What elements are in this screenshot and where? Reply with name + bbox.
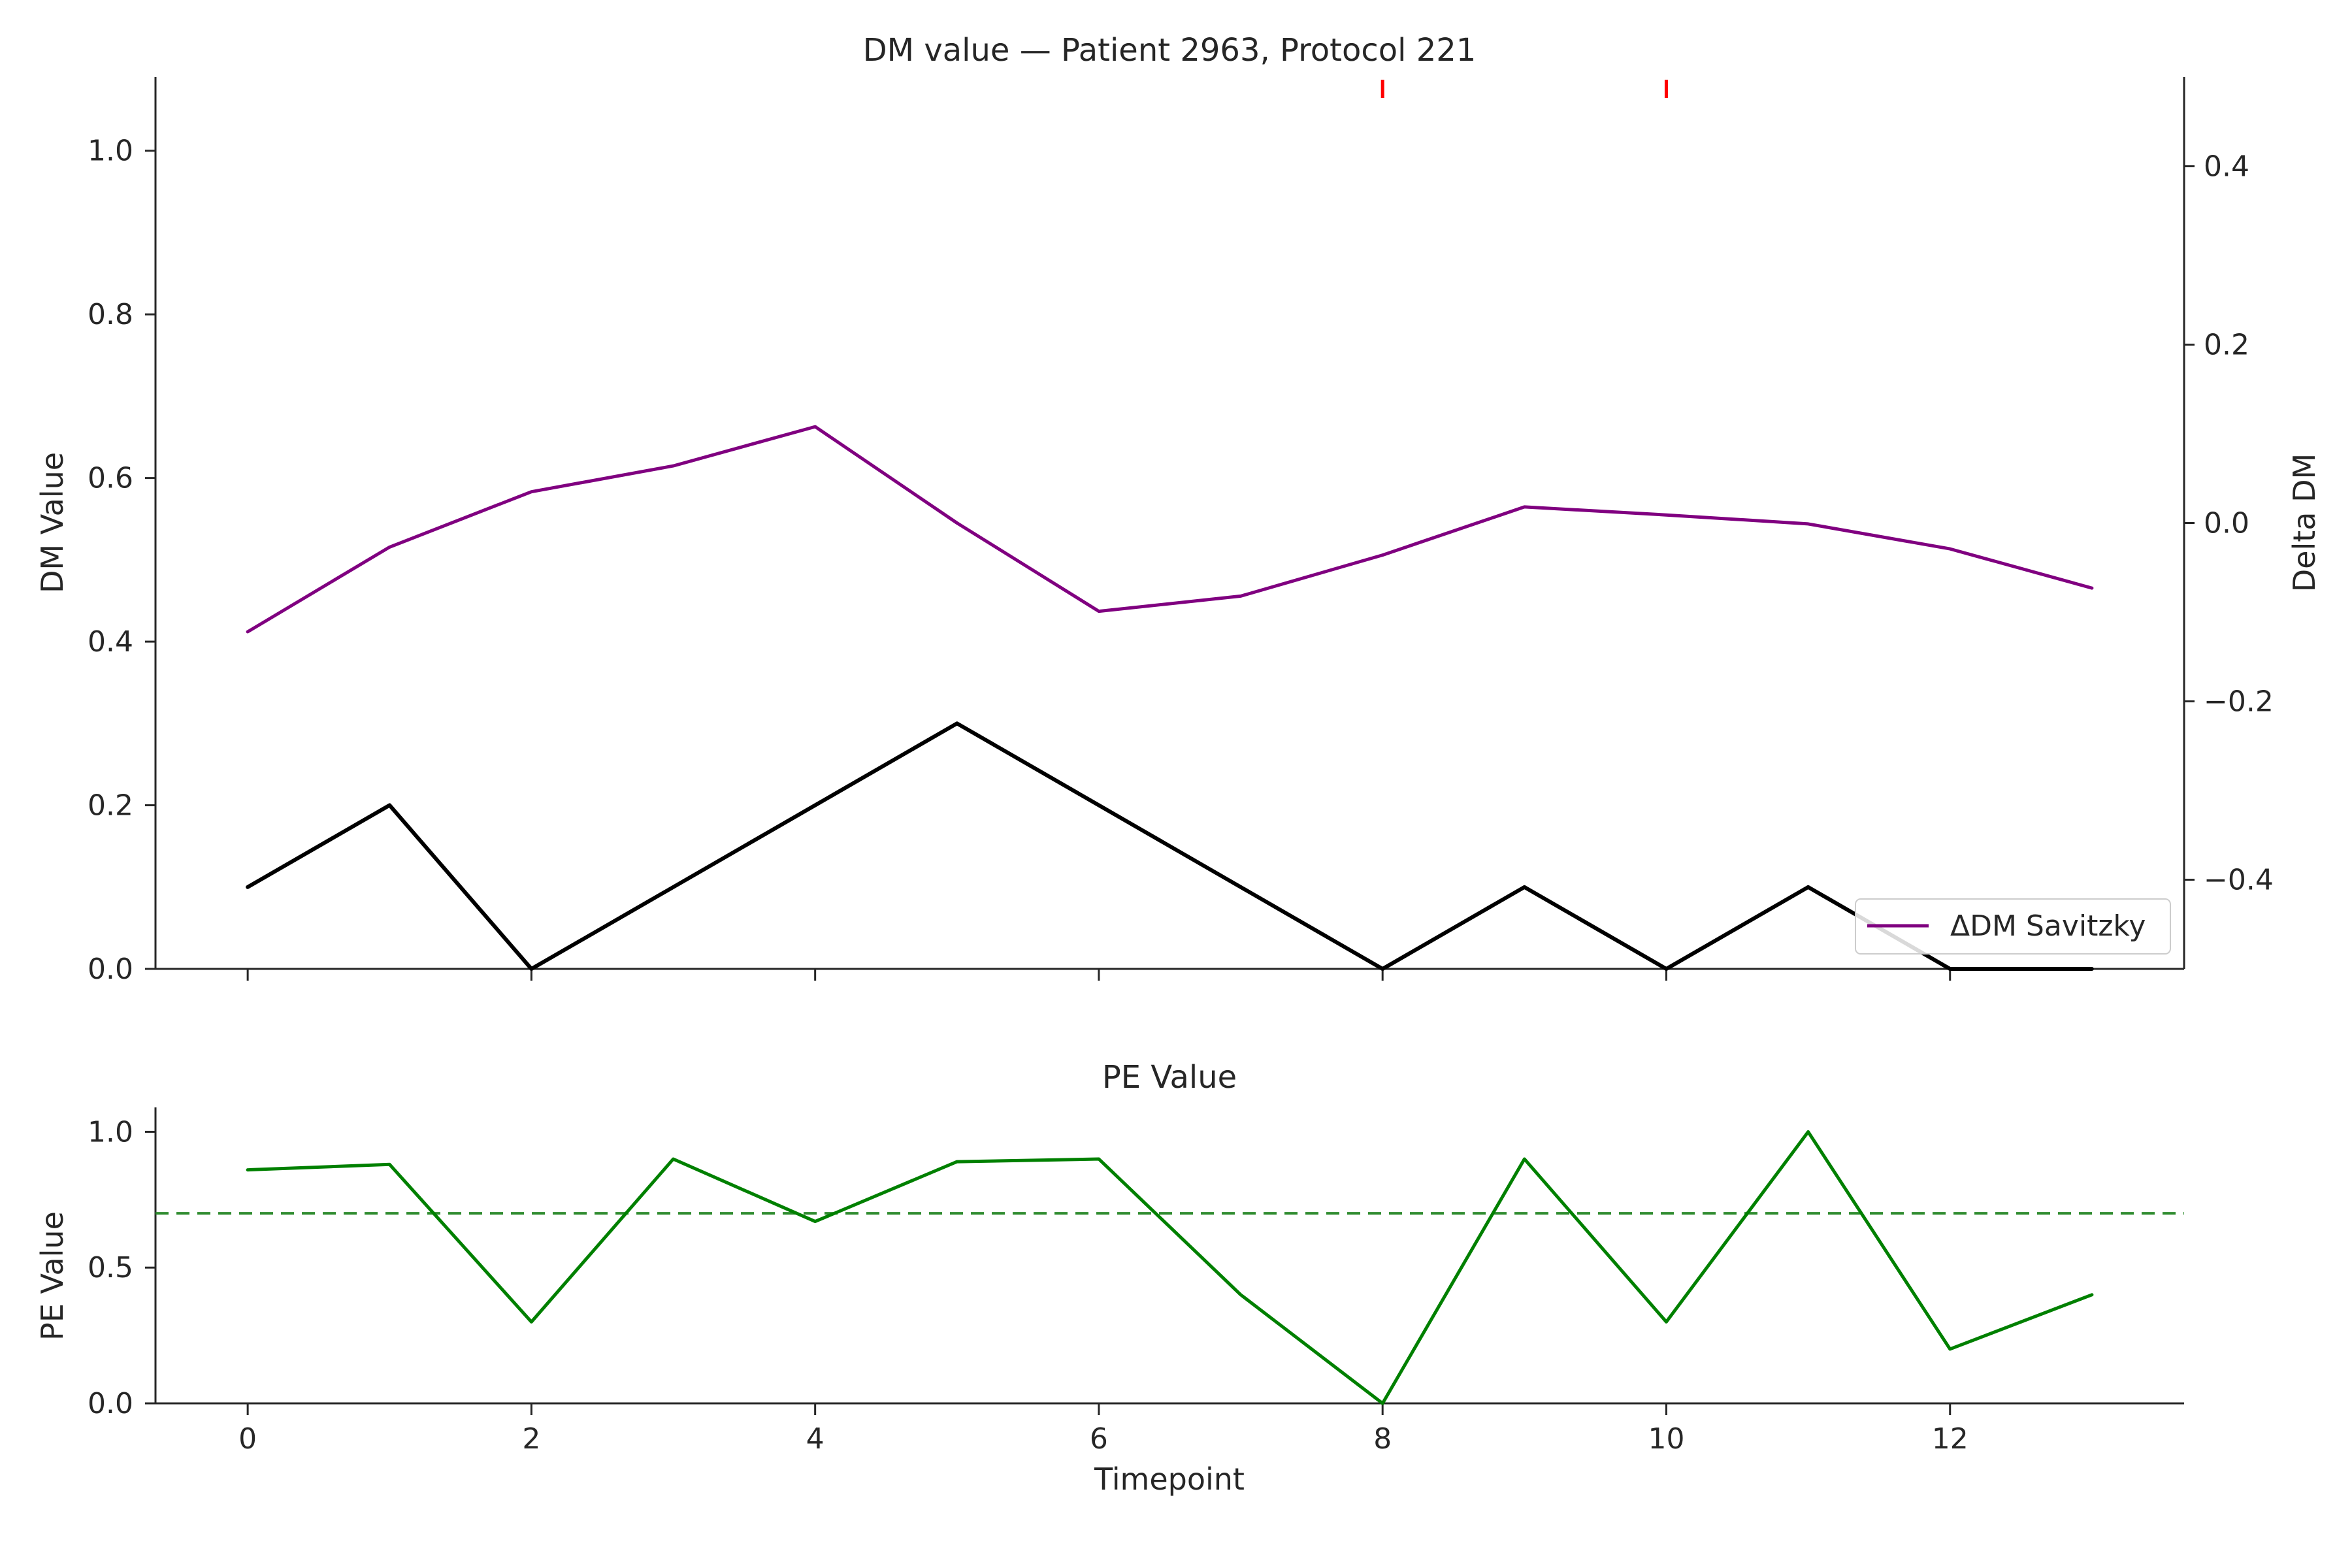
top-y-tick-label: 0.6 bbox=[88, 462, 133, 495]
top-y-axis-label: DM Value bbox=[35, 452, 70, 593]
bottom-y-tick-label: 1.0 bbox=[88, 1115, 133, 1149]
bottom-x-tick-label: 4 bbox=[806, 1422, 825, 1456]
top-y-tick-label: 0.0 bbox=[88, 953, 133, 986]
dm-value-line bbox=[246, 721, 2094, 971]
bottom-x-axis-label: Timepoint bbox=[1094, 1462, 1245, 1497]
bottom-x-tick-label: 2 bbox=[522, 1422, 540, 1456]
top-chart-title: DM value — Patient 2963, Protocol 221 bbox=[863, 32, 1477, 69]
top-y-tick-label: 1.0 bbox=[88, 135, 133, 168]
bottom-series bbox=[155, 1130, 2184, 1405]
bottom-axes: 0.0 0.5 1.0 0 2 4 6 8 10 12 bbox=[88, 1107, 2184, 1456]
bottom-y-axis-label: PE Value bbox=[35, 1211, 70, 1341]
bottom-x-tick-label: 10 bbox=[1648, 1422, 1684, 1456]
bottom-x-tick-label: 12 bbox=[1932, 1422, 1968, 1456]
bottom-y-tick-label: 0.0 bbox=[88, 1387, 133, 1420]
top-y-tick-label: 0.2 bbox=[88, 789, 133, 823]
bottom-x-tick-label: 6 bbox=[1090, 1422, 1108, 1456]
top-series bbox=[246, 80, 2094, 971]
top-axes: 0.0 0.2 0.4 0.6 0.8 1.0 −0.4 −0.2 0.0 0.2 0.4 bbox=[88, 77, 2274, 986]
bottom-x-tick-label: 8 bbox=[1373, 1422, 1392, 1456]
top-y2-tick-label: −0.4 bbox=[2204, 864, 2274, 897]
top-y-tick-label: 0.4 bbox=[88, 625, 133, 659]
top-legend: ΔDM Savitzky bbox=[1855, 898, 2171, 955]
legend-box bbox=[1855, 898, 2171, 955]
legend-label-delta-dm: ΔDM Savitzky bbox=[1950, 909, 2146, 943]
bottom-x-tick-label: 0 bbox=[238, 1422, 257, 1456]
delta-dm-savitzky-line bbox=[246, 425, 2094, 634]
bottom-y-tick-label: 0.5 bbox=[88, 1251, 133, 1284]
top-y2-tick-label: 0.0 bbox=[2204, 507, 2249, 540]
top-y2-tick-label: 0.4 bbox=[2204, 150, 2249, 184]
top-y2-axis-label: Delta DM bbox=[2287, 453, 2322, 592]
top-y2-tick-label: −0.2 bbox=[2204, 685, 2274, 719]
pe-value-line bbox=[246, 1130, 2094, 1405]
top-y2-tick-label: 0.2 bbox=[2204, 329, 2249, 362]
bottom-chart-title: PE Value bbox=[1102, 1059, 1237, 1096]
top-y-tick-label: 0.8 bbox=[88, 298, 133, 331]
